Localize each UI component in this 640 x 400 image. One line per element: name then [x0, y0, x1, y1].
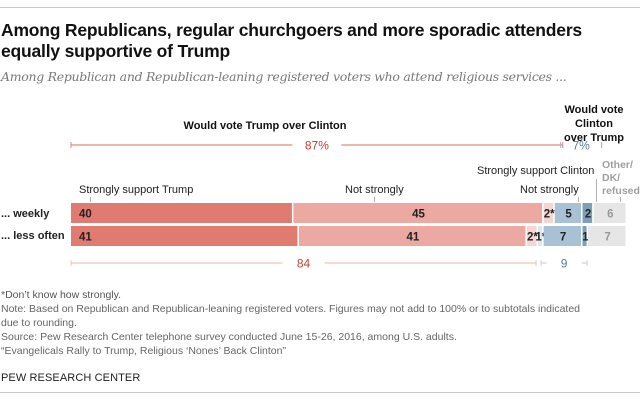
bar-segment-0-5: [582, 203, 593, 223]
label-strongly-trump: Strongly support Trump: [79, 184, 194, 196]
bar-label-1-4: 7: [560, 232, 566, 244]
report-line: “Evangelicals Rally to Trump, Religious …: [1, 345, 286, 357]
label-not-strongly-clinton: Not strongly: [520, 184, 579, 196]
header-clinton-line1: Would vote Clinton: [564, 104, 624, 130]
bar-segment-1-6: [588, 226, 626, 246]
label-not-strongly-trump: Not strongly: [345, 184, 404, 196]
bar-label-1-3: 1*: [535, 232, 546, 244]
bar-segment-1-3: [538, 226, 543, 246]
bottom-rule: [0, 392, 640, 393]
note-line2: due to rounding.: [1, 317, 77, 329]
bracket-clinton-weekly-label: 7%: [573, 139, 591, 153]
footnote-star: *Don’t know how strongly.: [1, 289, 122, 301]
header-clinton: Would vote Clinton over Trump: [548, 103, 640, 145]
tick-not-strongly-trump: [374, 197, 375, 202]
notes-block: *Don’t know how strongly. Note: Based on…: [1, 288, 631, 358]
bar-segment-1-5: [582, 226, 587, 246]
chart-title: Among Republicans, regular churchgoers a…: [1, 20, 582, 61]
footer-pew: PEW RESEARCH CENTER: [1, 372, 141, 384]
top-rule: [0, 7, 640, 8]
bar-label-0-6: 6: [607, 209, 613, 221]
tick-not-strongly-clinton: [578, 197, 579, 202]
bar-label-1-1: 41: [407, 232, 420, 244]
bar-segment-0-6: [593, 203, 626, 223]
label-other-line1: Other/: [602, 159, 633, 171]
tick-strongly-clinton: [596, 179, 597, 202]
bar-label-0-0: 40: [79, 209, 92, 221]
bar-label-1-0: 41: [79, 232, 92, 244]
bar-segment-1-0: [71, 226, 298, 246]
bar-segment-0-2: [543, 203, 554, 223]
bar-segment-0-1: [293, 203, 543, 223]
row-label-weekly: ... weekly: [1, 208, 50, 220]
bar-label-0-5: 2: [585, 209, 591, 221]
row-label-less-often: ... less often: [1, 230, 65, 242]
bar-label-0-4: 5: [565, 209, 572, 221]
bar-segment-1-4: [543, 226, 582, 246]
label-other-line2: DK/: [602, 172, 621, 184]
bracket-trump-less-label: 84: [297, 257, 311, 271]
label-other: Other/ DK/ refused: [602, 159, 640, 198]
bar-label-1-6: 7: [604, 232, 610, 244]
source-line: Source: Pew Research Center telephone su…: [1, 331, 457, 343]
bracket-trump-weekly-label: 87%: [305, 139, 329, 153]
tick-other: [620, 197, 621, 202]
bracket-clinton-less-label: 9: [561, 257, 568, 271]
header-trump: Would vote Trump over Clinton: [183, 120, 347, 132]
label-strongly-clinton: Strongly support Clinton: [477, 165, 595, 177]
bar-label-1-2: 2*: [527, 232, 538, 244]
bar-segment-0-0: [71, 203, 292, 223]
bar-segment-1-2: [526, 226, 537, 246]
bar-label-0-1: 45: [412, 209, 425, 221]
label-other-line3: refused: [602, 185, 640, 197]
bar-label-0-2: 2*: [544, 209, 555, 221]
note-line1: Note: Based on Republican and Republican…: [1, 303, 581, 315]
bar-segment-1-1: [298, 226, 526, 246]
header-clinton-line2: over Trump: [564, 132, 624, 144]
bar-label-1-5: 1: [582, 232, 589, 244]
tick-strongly-trump: [90, 197, 91, 202]
bar-segment-0-4: [554, 203, 582, 223]
chart-subtitle: Among Republican and Republican-leaning …: [1, 69, 567, 84]
